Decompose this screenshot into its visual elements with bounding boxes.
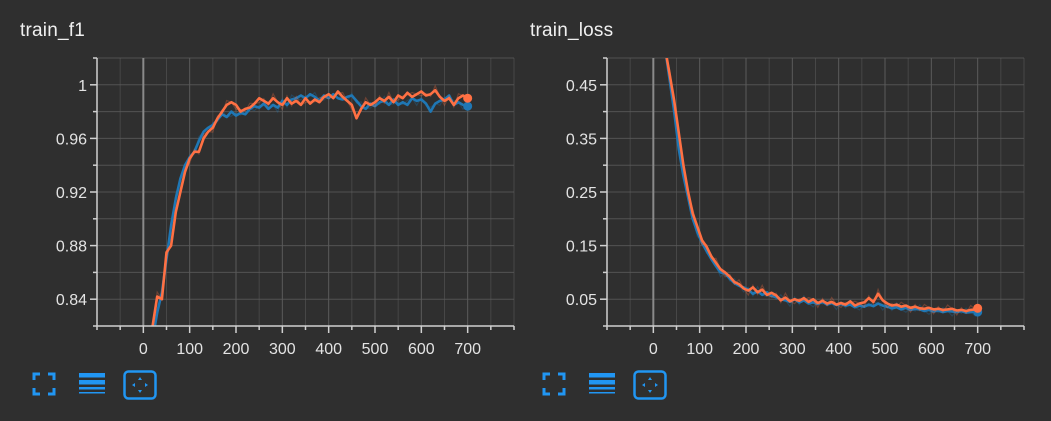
y-tick-label: 0.45: [566, 78, 597, 95]
fit-domain-icon[interactable]: [123, 370, 159, 400]
y-tick-label: 0.35: [566, 131, 597, 148]
x-tick-label: 100: [176, 341, 203, 358]
x-tick-label: 700: [454, 341, 481, 358]
x-tick-label: 200: [733, 341, 760, 358]
chart-card-train-loss: train_loss 0 100 200 300 400 500 600 700 0.05 0.1…: [510, 0, 1030, 421]
chart-title: train_f1: [20, 20, 85, 41]
series-line: [151, 88, 469, 326]
chart-card-train-f1: train_f1 0 100 200 300 400 500 600 700 0.84 0.88 0…: [0, 0, 520, 421]
train-f1-plot: 0 100 200 300 400 500 600 700 0.84 0.88 0.92 0.96 1: [56, 57, 515, 358]
x-tick-label: 400: [315, 341, 342, 358]
y-tick-label: 0.05: [566, 292, 597, 309]
fullscreen-icon[interactable]: [30, 370, 66, 400]
series-end-point: [463, 101, 473, 111]
y-tick-label: 0.84: [56, 292, 87, 309]
series-line: [153, 92, 469, 326]
x-tick-label: 600: [408, 341, 435, 358]
toggle-log-y-icon[interactable]: [588, 370, 624, 400]
x-tick-label: 500: [362, 341, 389, 358]
series-line: [665, 58, 979, 313]
series-end-point: [973, 303, 983, 313]
fit-domain-icon[interactable]: [633, 370, 669, 400]
toggle-log-y-icon[interactable]: [78, 370, 114, 400]
series-raw-line: [666, 58, 979, 316]
series-raw-line: [666, 58, 979, 317]
x-tick-label: 0: [139, 341, 148, 358]
series-raw-line: [153, 91, 469, 326]
y-tick-label: 1: [78, 78, 87, 95]
chart-toolbar: [540, 370, 700, 400]
x-tick-label: 600: [918, 341, 945, 358]
y-tick-label: 0.88: [56, 239, 87, 256]
x-tick-label: 700: [964, 341, 991, 358]
y-tick-label: 0.96: [56, 131, 87, 148]
y-tick-label: 0.15: [566, 239, 597, 256]
grid: [606, 57, 1025, 327]
x-tick-label: 400: [825, 341, 852, 358]
series-end-point: [463, 93, 473, 103]
series-raw-line: [152, 84, 469, 326]
fullscreen-icon[interactable]: [540, 370, 576, 400]
x-tick-label: 200: [223, 341, 250, 358]
x-tick-label: 500: [872, 341, 899, 358]
chart-toolbar: [30, 370, 190, 400]
y-tick-label: 0.25: [566, 185, 597, 202]
chart-title: train_loss: [530, 20, 614, 41]
x-tick-label: 300: [269, 341, 296, 358]
x-tick-label: 300: [779, 341, 806, 358]
x-tick-label: 0: [649, 341, 658, 358]
y-tick-label: 0.92: [56, 185, 87, 202]
train-loss-plot: 0 100 200 300 400 500 600 700 0.05 0.15 0.25 0.35 0.…: [566, 57, 1025, 358]
x-tick-label: 100: [686, 341, 713, 358]
